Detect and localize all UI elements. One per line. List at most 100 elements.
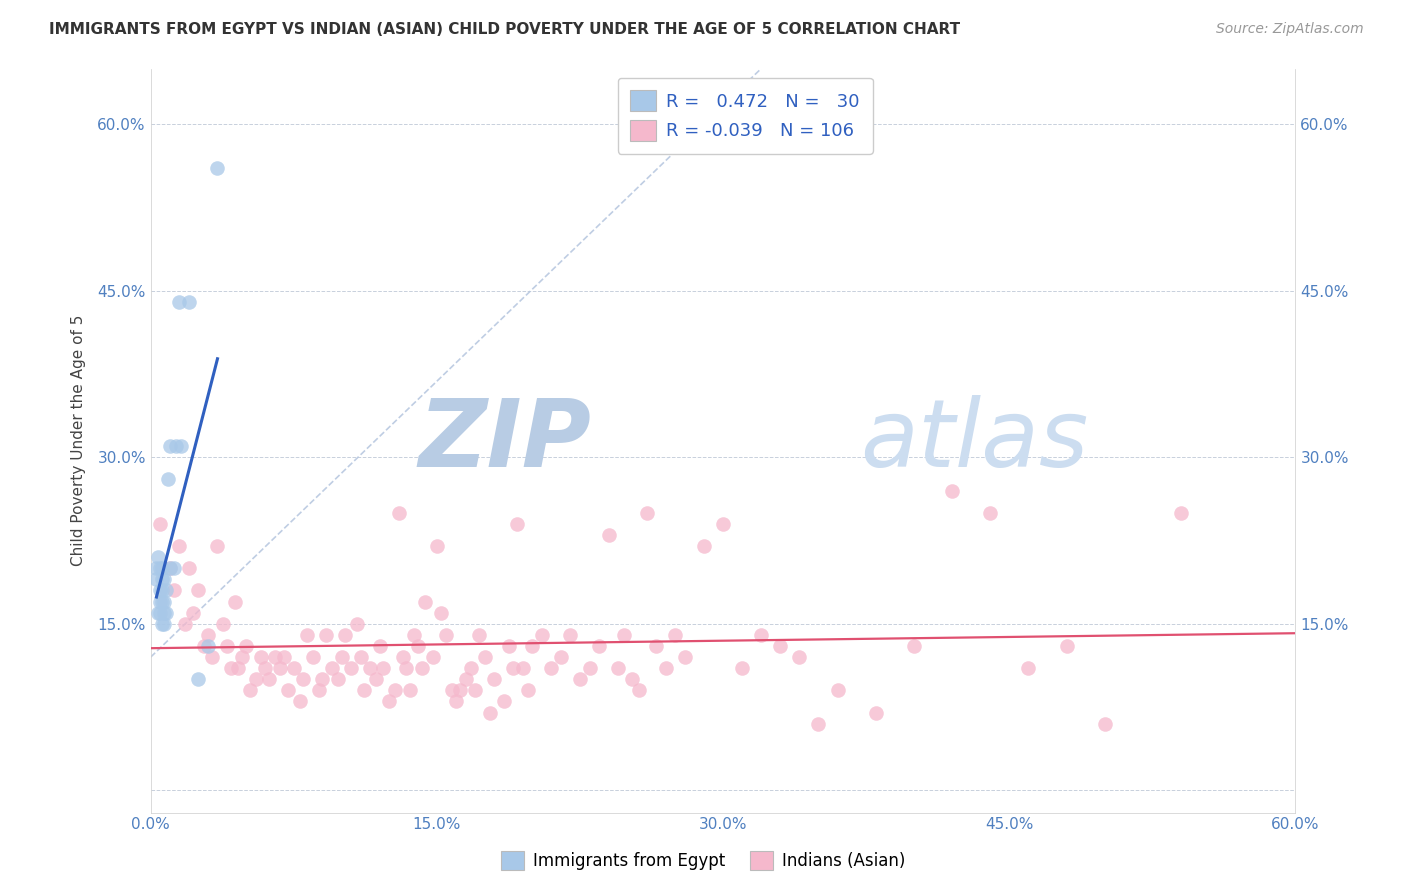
Point — [181, 606, 204, 620]
Point — [449, 683, 471, 698]
Point — [492, 694, 515, 708]
Point — [155, 583, 177, 598]
Point — [569, 673, 592, 687]
Point — [395, 661, 418, 675]
Point — [436, 628, 458, 642]
Point — [153, 572, 176, 586]
Point — [145, 561, 167, 575]
Point — [540, 661, 562, 675]
Point — [295, 628, 318, 642]
Point — [628, 683, 651, 698]
Point — [903, 639, 925, 653]
Point — [560, 628, 582, 642]
Point — [228, 661, 250, 675]
Point — [159, 439, 181, 453]
Point — [231, 650, 253, 665]
Text: Source: ZipAtlas.com: Source: ZipAtlas.com — [1216, 22, 1364, 37]
Point — [335, 628, 357, 642]
Point — [162, 561, 184, 575]
Point — [263, 650, 285, 665]
Point — [150, 594, 173, 608]
Point — [169, 294, 191, 309]
Point — [153, 606, 176, 620]
Point — [215, 639, 238, 653]
Point — [359, 661, 381, 675]
Point — [277, 683, 299, 698]
Point — [482, 673, 505, 687]
Point — [283, 661, 305, 675]
Point — [422, 650, 444, 665]
Point — [373, 661, 395, 675]
Point — [193, 639, 215, 653]
Point — [399, 683, 422, 698]
Point — [415, 594, 437, 608]
Point — [187, 583, 209, 598]
Point — [326, 673, 349, 687]
Point — [311, 673, 333, 687]
Point — [153, 594, 176, 608]
Point — [673, 650, 696, 665]
Point — [522, 639, 544, 653]
Point — [588, 639, 610, 653]
Text: ZIP: ZIP — [419, 394, 592, 486]
Point — [1056, 639, 1078, 653]
Point — [620, 673, 643, 687]
Point — [224, 594, 246, 608]
Point — [979, 506, 1001, 520]
Point — [165, 439, 187, 453]
Point — [789, 650, 811, 665]
Point — [308, 683, 330, 698]
Point — [170, 439, 193, 453]
Point — [378, 694, 401, 708]
Point — [148, 550, 170, 565]
Point — [550, 650, 572, 665]
Point — [187, 673, 209, 687]
Point — [598, 528, 620, 542]
Point — [506, 516, 529, 531]
Point — [749, 628, 772, 642]
Point — [530, 628, 553, 642]
Point — [406, 639, 429, 653]
Point — [655, 661, 678, 675]
Point — [250, 650, 273, 665]
Point — [607, 661, 630, 675]
Point — [693, 539, 716, 553]
Point — [254, 661, 277, 675]
Point — [321, 661, 343, 675]
Point — [517, 683, 540, 698]
Point — [269, 661, 291, 675]
Point — [498, 639, 520, 653]
Point — [201, 650, 224, 665]
Point — [207, 539, 229, 553]
Point — [460, 661, 482, 675]
Point — [353, 683, 375, 698]
Point — [941, 483, 963, 498]
Point — [391, 650, 413, 665]
Point — [150, 616, 173, 631]
Point — [302, 650, 325, 665]
Legend: Immigrants from Egypt, Indians (Asian): Immigrants from Egypt, Indians (Asian) — [495, 844, 911, 877]
Point — [169, 539, 191, 553]
Point — [827, 683, 849, 698]
Point — [769, 639, 792, 653]
Point — [177, 294, 200, 309]
Point — [148, 606, 170, 620]
Point — [468, 628, 491, 642]
Point — [664, 628, 686, 642]
Text: atlas: atlas — [860, 395, 1088, 486]
Point — [613, 628, 636, 642]
Point — [149, 606, 172, 620]
Point — [153, 616, 176, 631]
Point — [454, 673, 477, 687]
Point — [384, 683, 406, 698]
Point — [150, 561, 173, 575]
Point — [444, 694, 467, 708]
Point — [364, 673, 387, 687]
Point — [731, 661, 754, 675]
Point — [1170, 506, 1192, 520]
Point — [474, 650, 496, 665]
Point — [197, 639, 219, 653]
Point — [411, 661, 433, 675]
Point — [441, 683, 464, 698]
Point — [239, 683, 262, 698]
